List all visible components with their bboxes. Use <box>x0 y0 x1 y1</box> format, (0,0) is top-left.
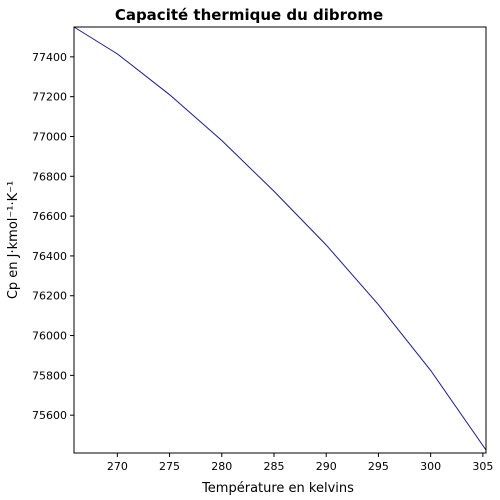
y-tick-label: 76600 <box>32 210 67 223</box>
y-tick-label: 75800 <box>32 369 67 382</box>
x-tick-label: 305 <box>472 460 493 473</box>
y-tick-label: 77000 <box>32 130 67 143</box>
series-line-0 <box>73 26 487 451</box>
y-tick-label: 76400 <box>32 250 67 263</box>
chart-title: Capacité thermique du dibrome <box>115 6 383 24</box>
plot-area-frame <box>73 26 487 454</box>
x-tick-label: 295 <box>368 460 389 473</box>
y-axis-label: Cp en J·kmol⁻¹·K⁻¹ <box>6 181 21 299</box>
y-tick-label: 75600 <box>32 409 67 422</box>
y-tick-label: 76000 <box>32 330 67 343</box>
x-tick-label: 270 <box>107 460 128 473</box>
x-tick-label: 275 <box>159 460 180 473</box>
y-tick-label: 76800 <box>32 170 67 183</box>
x-tick-label: 285 <box>263 460 284 473</box>
y-axis-ticks: 75600 75800 76000 76200 76400 76600 76800 77000… <box>32 51 74 422</box>
y-tick-label: 76200 <box>32 290 67 303</box>
plot-series <box>73 26 487 451</box>
x-tick-label: 290 <box>316 460 337 473</box>
x-axis-label: Température en kelvins <box>201 481 354 496</box>
x-tick-label: 300 <box>420 460 441 473</box>
y-tick-label: 77200 <box>32 91 67 104</box>
y-tick-label: 77400 <box>32 51 67 64</box>
x-axis-ticks: 270 275 280 285 290 295 300 305 <box>107 453 493 473</box>
x-tick-label: 280 <box>211 460 232 473</box>
